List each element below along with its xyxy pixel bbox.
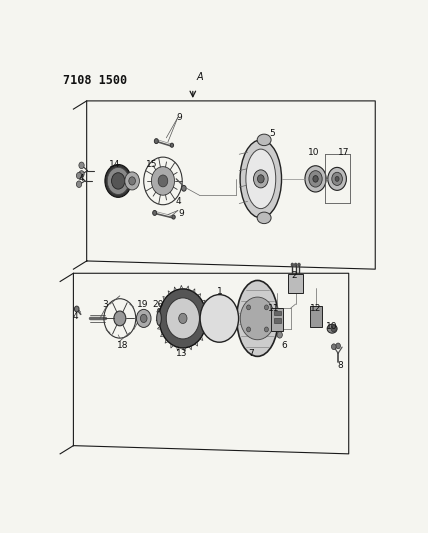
Text: 19: 19 [137,300,149,309]
Text: 20: 20 [152,300,163,309]
Bar [271,308,283,330]
Text: 2: 2 [291,271,297,280]
Circle shape [332,172,342,185]
Text: 14: 14 [109,160,121,169]
Circle shape [328,167,346,190]
Circle shape [258,175,264,183]
Ellipse shape [257,134,271,146]
Circle shape [179,313,187,324]
Circle shape [79,162,84,168]
Circle shape [291,263,294,266]
Text: 17: 17 [338,148,350,157]
Circle shape [305,166,326,192]
Circle shape [159,289,207,348]
Circle shape [76,181,82,188]
Bar [288,274,303,293]
Text: 4: 4 [175,197,181,206]
Circle shape [181,185,186,191]
Circle shape [265,327,268,332]
Text: 1: 1 [217,287,222,296]
Circle shape [253,170,268,188]
Text: 9: 9 [177,113,182,122]
Bar [274,311,281,315]
Circle shape [240,297,275,340]
Circle shape [214,311,225,326]
Text: 12: 12 [310,304,321,313]
Circle shape [140,314,147,322]
Circle shape [336,343,340,349]
Circle shape [152,167,175,195]
Circle shape [335,176,339,181]
Text: 7: 7 [248,349,254,358]
Ellipse shape [257,212,271,224]
Text: 7108 1500: 7108 1500 [63,74,128,87]
Text: 13: 13 [175,349,187,358]
Circle shape [125,172,140,190]
Circle shape [309,171,322,187]
Circle shape [294,263,297,266]
Circle shape [158,309,160,312]
Circle shape [313,175,318,182]
Ellipse shape [327,324,337,333]
Circle shape [112,173,125,189]
Circle shape [172,215,175,219]
Text: 4: 4 [72,312,78,321]
Ellipse shape [237,280,278,357]
Circle shape [107,167,129,195]
Bar [274,318,281,322]
Circle shape [247,327,250,332]
Text: 11: 11 [268,304,280,313]
Circle shape [74,306,79,312]
Circle shape [331,325,336,332]
Circle shape [137,309,151,327]
Ellipse shape [240,140,282,218]
Text: 8: 8 [338,361,343,370]
Circle shape [297,263,300,266]
Ellipse shape [246,149,276,208]
Text: 15: 15 [146,160,157,169]
Text: 10: 10 [308,148,320,157]
Circle shape [331,344,336,350]
Text: 3: 3 [102,300,108,309]
Text: 10: 10 [327,322,338,331]
Circle shape [76,172,82,179]
Circle shape [79,171,84,177]
Circle shape [153,211,157,215]
Bar [309,306,321,327]
Text: 9: 9 [178,209,184,218]
Circle shape [200,295,238,342]
Ellipse shape [157,311,161,325]
Circle shape [129,177,135,185]
Circle shape [158,175,168,187]
Circle shape [265,305,268,310]
Circle shape [170,143,174,147]
Circle shape [155,139,158,143]
Circle shape [166,298,199,339]
Text: 4: 4 [79,174,84,183]
Circle shape [247,305,250,310]
Circle shape [277,332,282,338]
Text: 6: 6 [281,341,287,350]
Circle shape [114,311,126,326]
Text: 18: 18 [117,341,129,350]
Circle shape [105,165,131,197]
Text: A: A [196,72,203,83]
Text: 5: 5 [270,129,275,138]
